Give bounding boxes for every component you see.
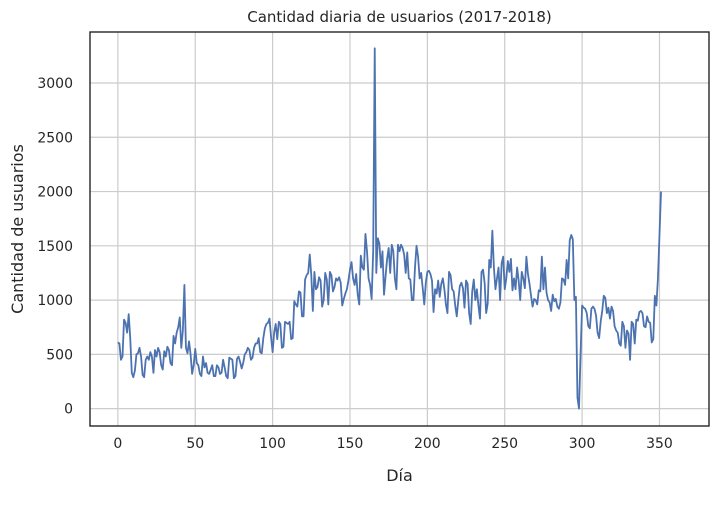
x-axis-label: Día [386,466,413,485]
x-tick-label: 50 [186,436,204,452]
y-axis-label: Cantidad de usuarios [8,144,27,314]
series-line-daily-users [117,47,662,410]
tick-labels: 0 50 100 150 200 250 300 350 0 500 1000 1500 2000 250… [37,76,672,452]
x-tick-label: 350 [646,436,673,452]
y-tick-label: 1000 [37,293,73,309]
chart-title: Cantidad diaria de usuarios (2017-2018) [247,8,552,26]
y-tick-label: 1500 [37,239,73,255]
x-tick-label: 300 [569,436,596,452]
x-tick-label: 200 [414,436,441,452]
y-tick-label: 0 [64,402,73,418]
y-tick-label: 500 [46,347,73,363]
x-tick-label: 150 [337,436,364,452]
x-tick-label: 250 [491,436,518,452]
y-tick-label: 2000 [37,185,73,201]
plot-frame [89,31,710,427]
y-tick-label: 2500 [37,130,73,146]
x-tick-label: 100 [259,436,286,452]
y-tick-label: 3000 [37,76,73,92]
x-tick-label: 0 [113,436,122,452]
